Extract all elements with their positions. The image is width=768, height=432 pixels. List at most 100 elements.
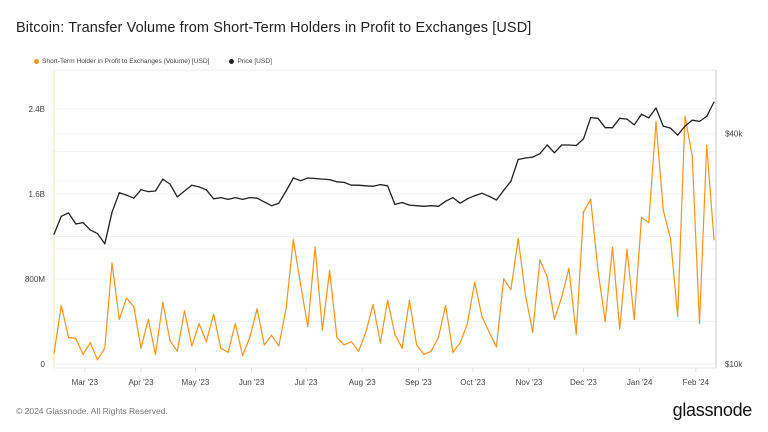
price-point bbox=[495, 199, 498, 201]
price-point bbox=[205, 189, 207, 191]
legend-label-price: Price [USD] bbox=[237, 58, 272, 65]
price-point bbox=[169, 183, 171, 185]
volume-point bbox=[575, 333, 577, 335]
price-point bbox=[655, 107, 657, 109]
volume-point bbox=[372, 303, 374, 306]
price-point bbox=[691, 119, 693, 121]
volume-point bbox=[299, 283, 302, 285]
price-point bbox=[532, 156, 534, 158]
price-point bbox=[162, 178, 164, 180]
volume-point bbox=[67, 336, 70, 339]
legend-label-volume: Short-Term Holder in Profit to Exchanges… bbox=[42, 58, 210, 65]
price-point bbox=[241, 198, 244, 201]
volume-point bbox=[633, 318, 635, 320]
volume-point bbox=[343, 344, 345, 346]
volume-point bbox=[212, 313, 215, 315]
price-point bbox=[662, 125, 664, 127]
volume-point bbox=[234, 323, 236, 325]
volume-point bbox=[459, 342, 461, 344]
volume-point bbox=[89, 342, 91, 344]
chart-title: Bitcoin: Transfer Volume from Short-Term… bbox=[16, 20, 532, 36]
volume-point bbox=[270, 334, 273, 336]
volume-point bbox=[597, 269, 599, 272]
price-point bbox=[104, 243, 106, 245]
volume-point bbox=[408, 299, 410, 301]
volume-point bbox=[263, 344, 265, 346]
volume-point bbox=[205, 341, 207, 343]
x-tick-label: Dec '23 bbox=[570, 378, 597, 387]
price-point bbox=[524, 157, 527, 159]
volume-point bbox=[82, 353, 84, 356]
volume-points bbox=[53, 115, 715, 361]
x-tick-label: Nov '23 bbox=[516, 378, 543, 387]
price-point bbox=[648, 117, 650, 119]
price-point bbox=[234, 196, 236, 199]
volume-point bbox=[423, 353, 425, 356]
price-point bbox=[314, 177, 316, 180]
volume-point bbox=[677, 315, 679, 317]
volume-point bbox=[198, 323, 200, 325]
volume-point bbox=[553, 318, 556, 320]
y-right-tick-label: $10k bbox=[725, 360, 743, 369]
volume-point bbox=[111, 262, 113, 264]
price-point bbox=[89, 229, 91, 231]
price-point bbox=[270, 205, 273, 207]
price-point bbox=[147, 190, 149, 193]
price-point bbox=[503, 189, 505, 191]
volume-point bbox=[488, 331, 490, 333]
volume-point bbox=[452, 351, 454, 353]
volume-point bbox=[401, 347, 403, 349]
price-point bbox=[408, 204, 410, 206]
price-point bbox=[423, 205, 425, 207]
price-point bbox=[118, 192, 120, 194]
price-point bbox=[619, 117, 621, 119]
price-point bbox=[604, 127, 606, 129]
volume-series-line bbox=[53, 115, 715, 361]
legend-item-volume[interactable]: Short-Term Holder in Profit to Exchanges… bbox=[34, 58, 209, 65]
legend-item-price[interactable]: Price [USD] bbox=[229, 58, 272, 65]
volume-point bbox=[96, 359, 99, 361]
price-point bbox=[60, 215, 62, 217]
price-point bbox=[684, 125, 686, 127]
volume-point bbox=[285, 308, 287, 310]
price-point bbox=[249, 196, 251, 199]
price-point bbox=[365, 185, 367, 187]
price-points bbox=[53, 101, 715, 245]
price-point bbox=[220, 196, 222, 199]
x-tick-label: Jul '23 bbox=[295, 378, 318, 387]
volume-point bbox=[510, 289, 512, 291]
volume-point bbox=[503, 278, 505, 280]
price-point bbox=[198, 186, 200, 188]
price-series-line bbox=[53, 101, 715, 245]
volume-point bbox=[75, 337, 77, 340]
volume-point bbox=[706, 144, 708, 146]
glassnode-logo: glassnode bbox=[672, 400, 753, 420]
price-point bbox=[212, 198, 215, 200]
volume-point bbox=[655, 121, 657, 123]
y-left-tick-label: 800M bbox=[25, 275, 45, 284]
price-point bbox=[611, 127, 614, 129]
price-point bbox=[466, 198, 469, 200]
price-point bbox=[553, 152, 556, 154]
price-point bbox=[575, 144, 577, 147]
legend: Short-Term Holder in Profit to Exchanges… bbox=[34, 58, 272, 65]
x-tick-label: Apr '23 bbox=[128, 378, 154, 387]
y-left-tick-label: 0 bbox=[41, 360, 46, 369]
volume-point bbox=[350, 341, 352, 343]
x-tick-label: Jun '23 bbox=[239, 378, 265, 387]
volume-point bbox=[495, 346, 498, 348]
x-tick-label: Sep '23 bbox=[405, 378, 432, 387]
volume-point bbox=[524, 294, 527, 296]
price-point bbox=[677, 134, 679, 136]
price-point bbox=[706, 115, 708, 118]
volume-point bbox=[387, 299, 389, 301]
volume-point bbox=[517, 238, 519, 240]
legend-dot-icon bbox=[229, 59, 235, 64]
price-point bbox=[75, 223, 77, 225]
volume-point bbox=[147, 318, 149, 320]
volume-point bbox=[445, 304, 447, 307]
volume-point bbox=[619, 328, 621, 330]
volume-point bbox=[125, 297, 128, 299]
price-point bbox=[546, 144, 548, 146]
volume-point bbox=[698, 323, 701, 325]
